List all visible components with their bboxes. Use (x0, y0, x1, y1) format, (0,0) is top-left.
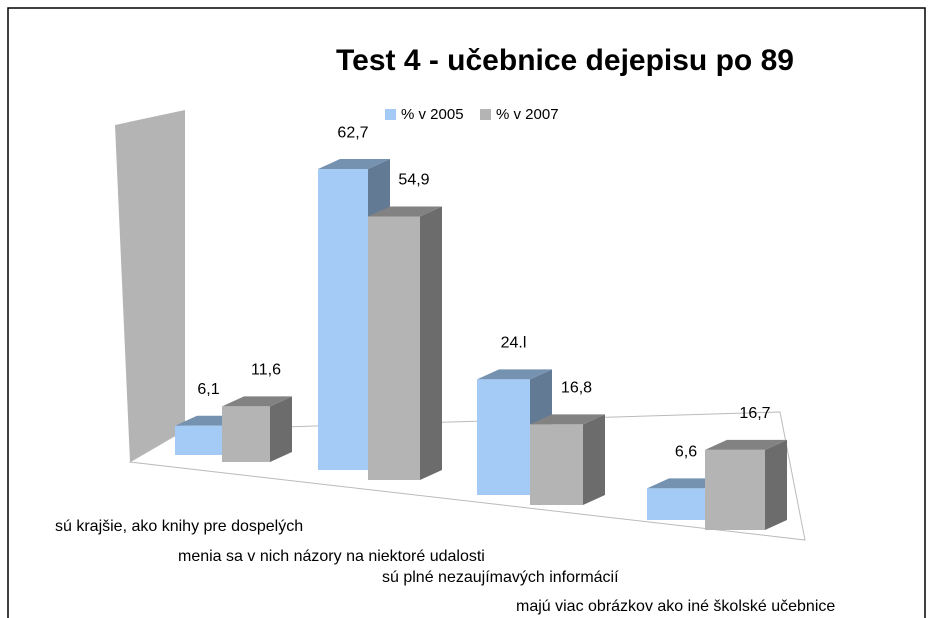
value-label: 54,9 (398, 172, 429, 189)
bar-side (583, 414, 605, 505)
bar (175, 425, 222, 455)
back-wall (115, 110, 185, 462)
x-tick-label: majú viac obrázkov ako iné školské učebn… (516, 598, 835, 615)
bar (368, 216, 420, 481)
bar-top (368, 206, 442, 217)
value-label: 24.l (501, 335, 527, 352)
bar-side (765, 439, 787, 530)
bar (705, 449, 765, 530)
bar (477, 379, 530, 495)
legend-swatch (385, 109, 396, 120)
chart-title: Test 4 - učebnice dejepisu po 89 (336, 44, 794, 77)
bar (318, 169, 368, 471)
bar-side (420, 206, 442, 481)
bar (530, 424, 583, 505)
value-label: 11,6 (251, 362, 281, 379)
x-tick-label: menia sa v nich názory na niektoré udalo… (178, 548, 485, 565)
bar-top (318, 159, 390, 170)
x-tick-label: sú plné nezaujímavých informácií (382, 569, 619, 586)
value-label: 16,8 (561, 380, 592, 397)
legend-swatch (480, 109, 491, 120)
value-label: 6,6 (675, 444, 697, 461)
bar-top (705, 439, 787, 450)
bar (222, 406, 270, 462)
x-tick-label: sú krajšie, ako knihy pre dospelých (55, 518, 303, 535)
bar-top (530, 414, 605, 425)
legend-label: % v 2005 (401, 106, 464, 123)
value-label: 6,1 (197, 381, 219, 398)
bar-top (222, 396, 292, 407)
value-label: 62,7 (337, 124, 368, 141)
bar (647, 488, 705, 520)
bar-top (477, 369, 552, 380)
floor (128, 411, 806, 541)
bar-side (270, 396, 292, 462)
legend-label: % v 2007 (496, 106, 559, 123)
value-label: 16,7 (739, 405, 770, 422)
